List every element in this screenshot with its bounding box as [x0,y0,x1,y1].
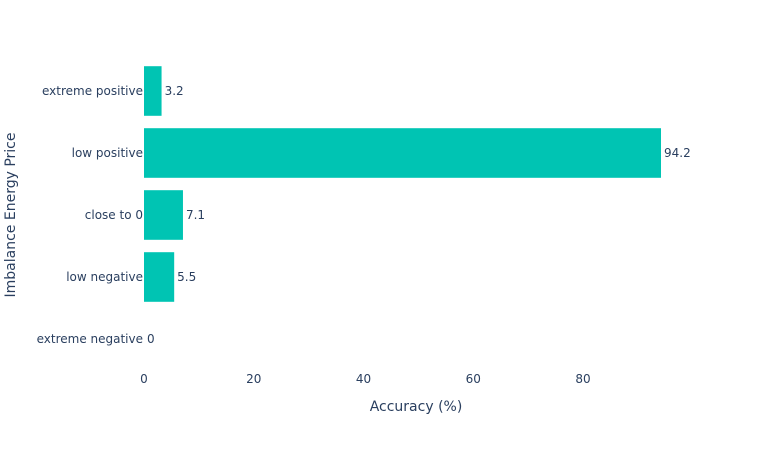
y-axis-title: Imbalance Energy Price [3,133,19,298]
bar-extreme-positive [144,66,162,116]
bar-low-positive [144,128,661,178]
bars-group: 0 5.5 7.1 94.2 3.2 [144,66,691,346]
category-labels: extreme negative low negative close to 0 lo… [37,84,143,346]
data-label: 7.1 [186,208,205,222]
category-label: extreme negative [37,332,143,346]
data-label: 5.5 [177,270,196,284]
data-label: 94.2 [664,146,691,160]
bar-low-negative [144,252,175,302]
x-tick-label: 80 [575,372,590,386]
x-tick-label: 20 [246,372,261,386]
data-label: 0 [147,332,155,346]
x-tick-label: 40 [356,372,371,386]
x-tick-labels: 0 20 40 60 80 [140,372,591,386]
x-tick-label: 60 [466,372,481,386]
data-label: 3.2 [165,84,184,98]
category-label: extreme positive [42,84,143,98]
category-label: close to 0 [85,208,143,222]
bar-close-to-0 [144,190,183,240]
x-tick-label: 0 [140,372,148,386]
category-label: low negative [66,270,143,284]
category-label: low positive [72,146,143,160]
x-axis-title: Accuracy (%) [370,399,463,415]
